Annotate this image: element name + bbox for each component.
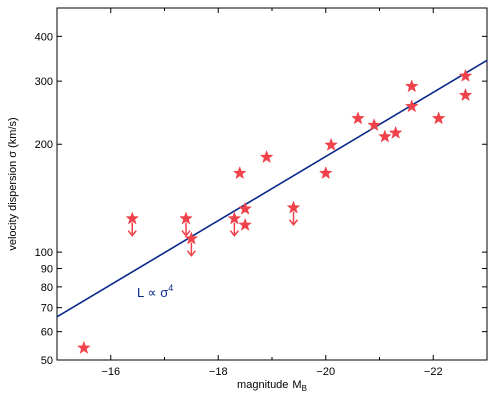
upper-limit-arrow-head xyxy=(186,250,196,257)
star-data-point xyxy=(431,111,446,125)
star-data-point xyxy=(458,68,473,82)
x-tick-label: −22 xyxy=(424,366,443,378)
upper-limit-arrow-head xyxy=(229,230,239,237)
y-tick-label: 200 xyxy=(35,139,53,151)
fit-relation-annotation: L ∝ σ4 xyxy=(137,283,173,300)
y-tick-label: 90 xyxy=(41,264,53,276)
y-tick-label: 80 xyxy=(41,282,53,294)
y-tick-label: 70 xyxy=(41,303,53,315)
star-data-point xyxy=(378,129,392,143)
x-axis-label-text: magnitude xyxy=(237,379,288,391)
y-axis-label: velocity dispersion σ (km/s) xyxy=(7,117,19,250)
data-points-layer xyxy=(77,68,473,354)
star-data-point xyxy=(259,150,274,164)
plot-frame xyxy=(56,7,488,361)
x-axis-label: magnitude MB xyxy=(237,379,307,393)
x-tick-label: −20 xyxy=(316,366,335,378)
star-data-point xyxy=(238,217,252,231)
y-tick-label: 60 xyxy=(41,327,53,339)
plot-area xyxy=(56,7,488,361)
star-data-point xyxy=(286,200,301,214)
star-data-point xyxy=(232,166,247,180)
star-data-point xyxy=(184,231,199,245)
star-data-point xyxy=(367,118,381,132)
y-tick-label: 50 xyxy=(41,355,53,367)
upper-limit-arrow-head xyxy=(181,230,191,237)
star-data-point xyxy=(238,201,252,215)
star-data-point xyxy=(351,111,365,125)
x-axis-label-symbol: M xyxy=(292,379,301,391)
axis-ticks-layer: −16 −18 −20 −22 50 60 70 80 90 100 200 300 400 xyxy=(35,8,488,378)
fit-relation-exponent: 4 xyxy=(168,283,173,293)
star-data-point xyxy=(179,211,193,225)
star-data-point xyxy=(388,125,403,139)
upper-limit-arrow-head xyxy=(127,230,137,237)
star-data-point xyxy=(324,137,339,151)
x-axis-label-subscript: B xyxy=(302,384,307,393)
x-tick-label: −16 xyxy=(101,366,120,378)
star-data-point xyxy=(77,340,91,354)
star-data-point xyxy=(458,88,473,102)
star-data-point xyxy=(125,211,140,225)
star-data-point xyxy=(404,99,419,113)
star-data-point xyxy=(227,211,242,225)
y-tick-label: 400 xyxy=(35,31,53,43)
x-tick-label: −18 xyxy=(209,366,228,378)
fit-line xyxy=(56,59,488,318)
fit-relation-text: L ∝ σ xyxy=(137,285,168,300)
fit-line-layer xyxy=(56,59,488,318)
star-data-point xyxy=(318,166,333,180)
upper-limit-arrow-head xyxy=(288,219,299,226)
y-tick-label: 100 xyxy=(35,247,53,259)
star-data-point xyxy=(404,79,419,93)
y-tick-label: 300 xyxy=(35,76,53,88)
